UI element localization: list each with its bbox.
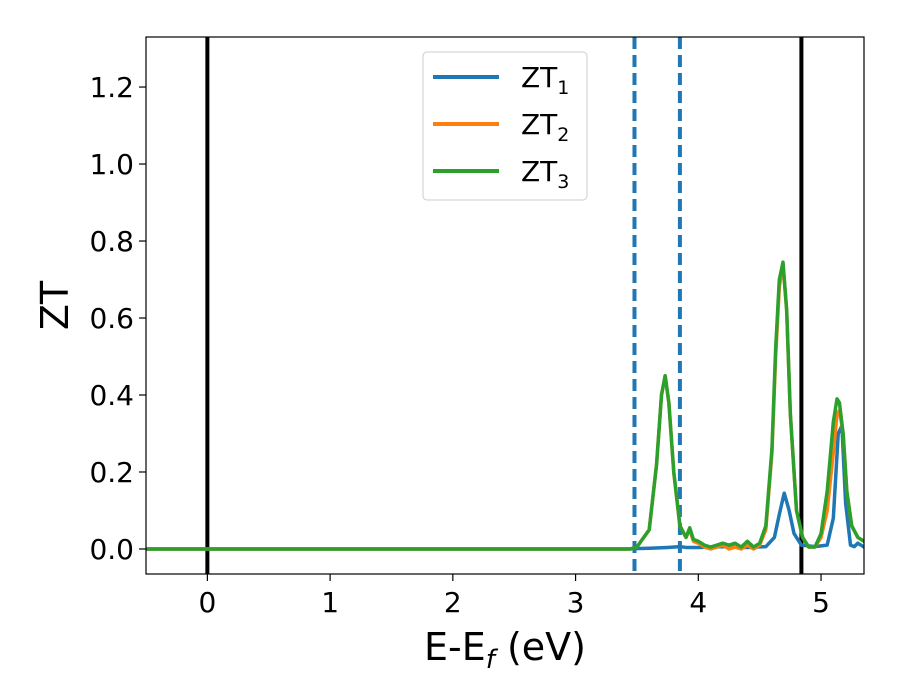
legend: ZT1 ZT2 ZT3 (422, 51, 588, 201)
y-axis-title: ZT (33, 280, 77, 330)
plot-area (146, 37, 864, 574)
axes: 0 1 2 3 4 5 0.0 0.2 0.4 0.6 0.8 1.0 1.2 E-Ef (eV) ZT (33, 36, 865, 675)
y-tick-label: 0.2 (89, 456, 134, 489)
x-tick-label: 3 (567, 586, 585, 619)
plot-frame (145, 36, 865, 575)
y-tick-label: 0.4 (89, 379, 134, 412)
legend-box (422, 51, 588, 201)
x-tick-label: 5 (812, 586, 830, 619)
x-axis-title: E-Ef (eV) (424, 625, 586, 675)
series-line-3 (146, 260, 864, 551)
series-line-1 (146, 424, 864, 551)
legend-label-1: ZT1 (521, 61, 569, 99)
legend-label-3: ZT3 (521, 155, 569, 193)
x-tick-label: 0 (198, 586, 216, 619)
y-tick-label: 0.0 (89, 533, 134, 566)
series-line-2 (146, 262, 864, 551)
x-tick-label: 1 (321, 586, 339, 619)
y-tick-label: 1.2 (89, 71, 134, 104)
x-tick-label: 4 (689, 586, 707, 619)
x-tick-label: 2 (444, 586, 462, 619)
y-tick-label: 1.0 (89, 148, 134, 181)
y-tick-label: 0.8 (89, 225, 134, 258)
y-tick-label: 0.6 (89, 302, 134, 335)
legend-label-2: ZT2 (521, 108, 569, 146)
